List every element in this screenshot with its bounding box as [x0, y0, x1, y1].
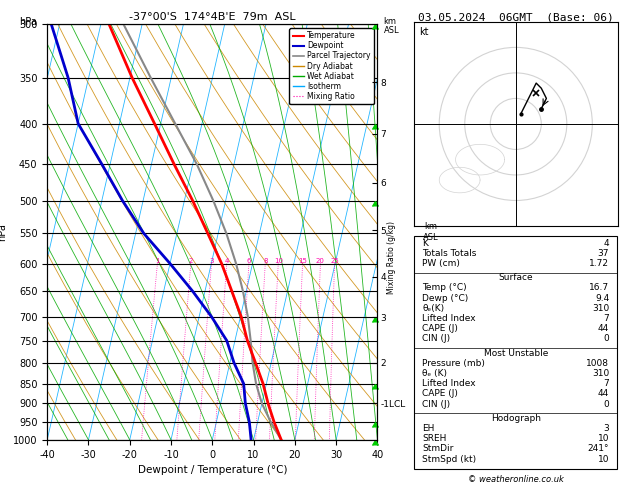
Text: 10: 10 [598, 434, 610, 443]
Text: 20: 20 [316, 258, 325, 263]
Text: © weatheronline.co.uk: © weatheronline.co.uk [468, 474, 564, 484]
Text: 4: 4 [225, 258, 229, 263]
Text: 16.7: 16.7 [589, 283, 610, 293]
Text: Most Unstable: Most Unstable [484, 348, 548, 358]
Text: 3: 3 [209, 258, 214, 263]
Text: 44: 44 [598, 324, 610, 333]
Text: CAPE (J): CAPE (J) [423, 324, 459, 333]
Text: 25: 25 [330, 258, 339, 263]
Text: θₑ (K): θₑ (K) [423, 369, 447, 378]
Text: CAPE (J): CAPE (J) [423, 389, 459, 399]
FancyBboxPatch shape [414, 236, 618, 469]
Text: Hodograph: Hodograph [491, 414, 541, 423]
Text: hPa: hPa [19, 17, 36, 27]
Text: StmDir: StmDir [423, 445, 454, 453]
Text: CIN (J): CIN (J) [423, 334, 450, 344]
Text: Temp (°C): Temp (°C) [423, 283, 467, 293]
Text: 7: 7 [603, 314, 610, 323]
Text: SREH: SREH [423, 434, 447, 443]
Text: PW (cm): PW (cm) [423, 259, 460, 268]
Text: 9.4: 9.4 [595, 294, 610, 303]
Text: EH: EH [423, 424, 435, 433]
Text: 8: 8 [263, 258, 267, 263]
Text: Dewp (°C): Dewp (°C) [423, 294, 469, 303]
X-axis label: Dewpoint / Temperature (°C): Dewpoint / Temperature (°C) [138, 465, 287, 475]
Text: 10: 10 [598, 455, 610, 464]
Legend: Temperature, Dewpoint, Parcel Trajectory, Dry Adiabat, Wet Adiabat, Isotherm, Mi: Temperature, Dewpoint, Parcel Trajectory… [289, 28, 374, 104]
Text: K: K [423, 239, 428, 248]
Text: 310: 310 [592, 304, 610, 313]
Text: 1.72: 1.72 [589, 259, 610, 268]
Text: 0: 0 [603, 399, 610, 409]
Text: 4: 4 [604, 239, 610, 248]
Text: 2: 2 [189, 258, 193, 263]
Text: 0: 0 [603, 334, 610, 344]
Text: 7: 7 [603, 379, 610, 388]
Text: 03.05.2024  06GMT  (Base: 06): 03.05.2024 06GMT (Base: 06) [418, 12, 614, 22]
Text: Mixing Ratio (g/kg): Mixing Ratio (g/kg) [387, 221, 396, 294]
Text: StmSpd (kt): StmSpd (kt) [423, 455, 477, 464]
Text: Surface: Surface [498, 273, 533, 282]
Text: θₑ(K): θₑ(K) [423, 304, 445, 313]
Text: 15: 15 [298, 258, 307, 263]
Text: 241°: 241° [587, 445, 610, 453]
Text: Pressure (mb): Pressure (mb) [423, 359, 485, 368]
Text: 1008: 1008 [586, 359, 610, 368]
Y-axis label: km
ASL: km ASL [423, 223, 438, 242]
Text: 6: 6 [247, 258, 251, 263]
Text: 44: 44 [598, 389, 610, 399]
Y-axis label: hPa: hPa [0, 223, 8, 241]
Text: 310: 310 [592, 369, 610, 378]
Text: 3: 3 [603, 424, 610, 433]
Text: Lifted Index: Lifted Index [423, 379, 476, 388]
Text: 37: 37 [598, 249, 610, 258]
Text: 1: 1 [155, 258, 160, 263]
Text: Totals Totals: Totals Totals [423, 249, 477, 258]
Text: CIN (J): CIN (J) [423, 399, 450, 409]
Text: kt: kt [419, 27, 428, 36]
Text: Lifted Index: Lifted Index [423, 314, 476, 323]
Text: 10: 10 [274, 258, 283, 263]
Title: -37°00'S  174°4B'E  79m  ASL: -37°00'S 174°4B'E 79m ASL [129, 12, 296, 22]
Text: km
ASL: km ASL [384, 17, 399, 35]
